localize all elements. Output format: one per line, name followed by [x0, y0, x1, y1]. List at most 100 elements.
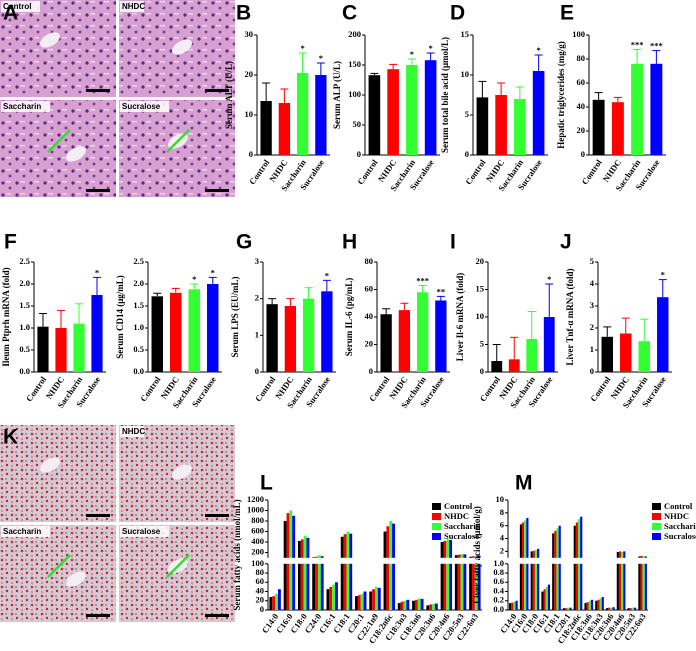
x-tick-label: Control: [355, 157, 380, 186]
bar: [386, 563, 390, 610]
y-axis-label: Serum ALT (U/L): [224, 61, 234, 129]
y-axis-label: Serum CD14 (μg/mL): [115, 275, 125, 359]
bar: [55, 328, 67, 372]
y-tick-label: 1000: [247, 504, 264, 514]
vessel: [172, 39, 192, 55]
y-tick-label: 10: [245, 109, 254, 119]
bar: [91, 295, 103, 372]
y-tick-label: 200: [348, 29, 361, 39]
bar: [565, 608, 568, 610]
y-tick-label: 0: [249, 149, 253, 159]
x-tick-label: Control: [24, 374, 49, 403]
legend-label: Saccharin: [444, 521, 481, 531]
y-tick-label: 10: [496, 494, 505, 504]
tile-label-bg: [120, 101, 169, 112]
bar: [590, 599, 594, 610]
bar: [387, 69, 399, 155]
panel-label: M: [515, 472, 533, 495]
bar: [558, 525, 561, 558]
bar: [519, 563, 522, 610]
y-tick-label: 3: [255, 256, 259, 266]
bar: [386, 526, 390, 558]
bar: [360, 593, 364, 610]
bar: [530, 563, 533, 610]
legend-label: Sucralose: [664, 531, 696, 541]
bar: [537, 548, 540, 558]
arrow: [166, 129, 190, 153]
bar: [317, 555, 321, 558]
bar: [638, 341, 650, 372]
tile-label-bg: [1, 1, 40, 12]
vessel: [172, 464, 192, 480]
y-axis-label: Serum fatty acids (nmol/mL): [232, 499, 242, 610]
y-tick-label: 800: [251, 515, 264, 525]
bar: [616, 552, 619, 558]
y-tick-label: 40: [577, 101, 586, 111]
bar: [283, 521, 287, 558]
bar: [435, 300, 447, 372]
bar: [383, 531, 387, 558]
bar: [472, 556, 475, 558]
bar: [524, 520, 527, 558]
bar: [346, 531, 350, 558]
bar: [446, 563, 450, 610]
bar: [343, 563, 347, 610]
bar: [526, 339, 538, 372]
y-tick-label: 1.0: [19, 322, 30, 332]
bar: [429, 604, 433, 610]
bar: [532, 563, 535, 610]
scale-bar: [205, 514, 229, 517]
bar: [368, 75, 381, 155]
y-tick-label: 100: [251, 558, 264, 568]
bar: [321, 291, 333, 372]
y-tick-label: 5: [480, 338, 484, 348]
bar: [623, 563, 626, 610]
bar: [552, 563, 555, 610]
y-axis-label: Serum LPS (EU/mL): [230, 276, 240, 357]
vessel: [66, 571, 86, 587]
bar: [320, 563, 324, 610]
y-axis-label: Serum IL-6 (pg/mL): [344, 278, 354, 357]
bar: [329, 586, 333, 610]
vessel: [66, 146, 86, 162]
bar: [424, 60, 437, 156]
bar: [289, 563, 293, 610]
bar: [434, 603, 438, 610]
y-tick-label: 1: [255, 329, 259, 339]
bar: [547, 584, 550, 610]
legend-swatch: [432, 533, 441, 540]
tile-label: Control: [3, 2, 31, 11]
y-tick-label: 50: [353, 119, 362, 129]
legend-swatch: [652, 503, 661, 510]
y-tick-label: 0.5: [133, 344, 144, 354]
y-tick-label: 0: [590, 366, 594, 376]
y-tick-label: 2.5: [19, 256, 30, 266]
bar: [277, 589, 281, 610]
bar: [260, 101, 272, 155]
bar: [611, 102, 624, 155]
y-tick-label: 200: [251, 546, 264, 556]
significance: *: [95, 267, 99, 277]
bar: [326, 589, 330, 610]
y-tick-label: 0.6: [493, 576, 504, 586]
y-tick-label: 20: [365, 338, 374, 348]
y-tick-label: 1.0: [493, 558, 504, 568]
histology-tile: [119, 100, 235, 197]
y-tick-label: 10: [476, 311, 485, 321]
significance: ***: [631, 39, 644, 49]
panel-label: E: [560, 2, 574, 25]
y-tick-label: 150: [348, 59, 361, 69]
y-tick-label: 80: [577, 53, 586, 63]
histology-tile: [0, 425, 116, 522]
bar: [188, 289, 200, 372]
significance: *: [661, 270, 665, 280]
bar: [357, 595, 361, 610]
y-tick-label: 2.0: [19, 278, 30, 288]
bar: [573, 563, 576, 610]
bar: [292, 515, 296, 558]
panel-label: I: [450, 231, 456, 254]
bar: [335, 582, 338, 610]
bar: [300, 539, 304, 558]
bar: [302, 298, 315, 372]
y-tick-label: 0.4: [493, 585, 504, 595]
